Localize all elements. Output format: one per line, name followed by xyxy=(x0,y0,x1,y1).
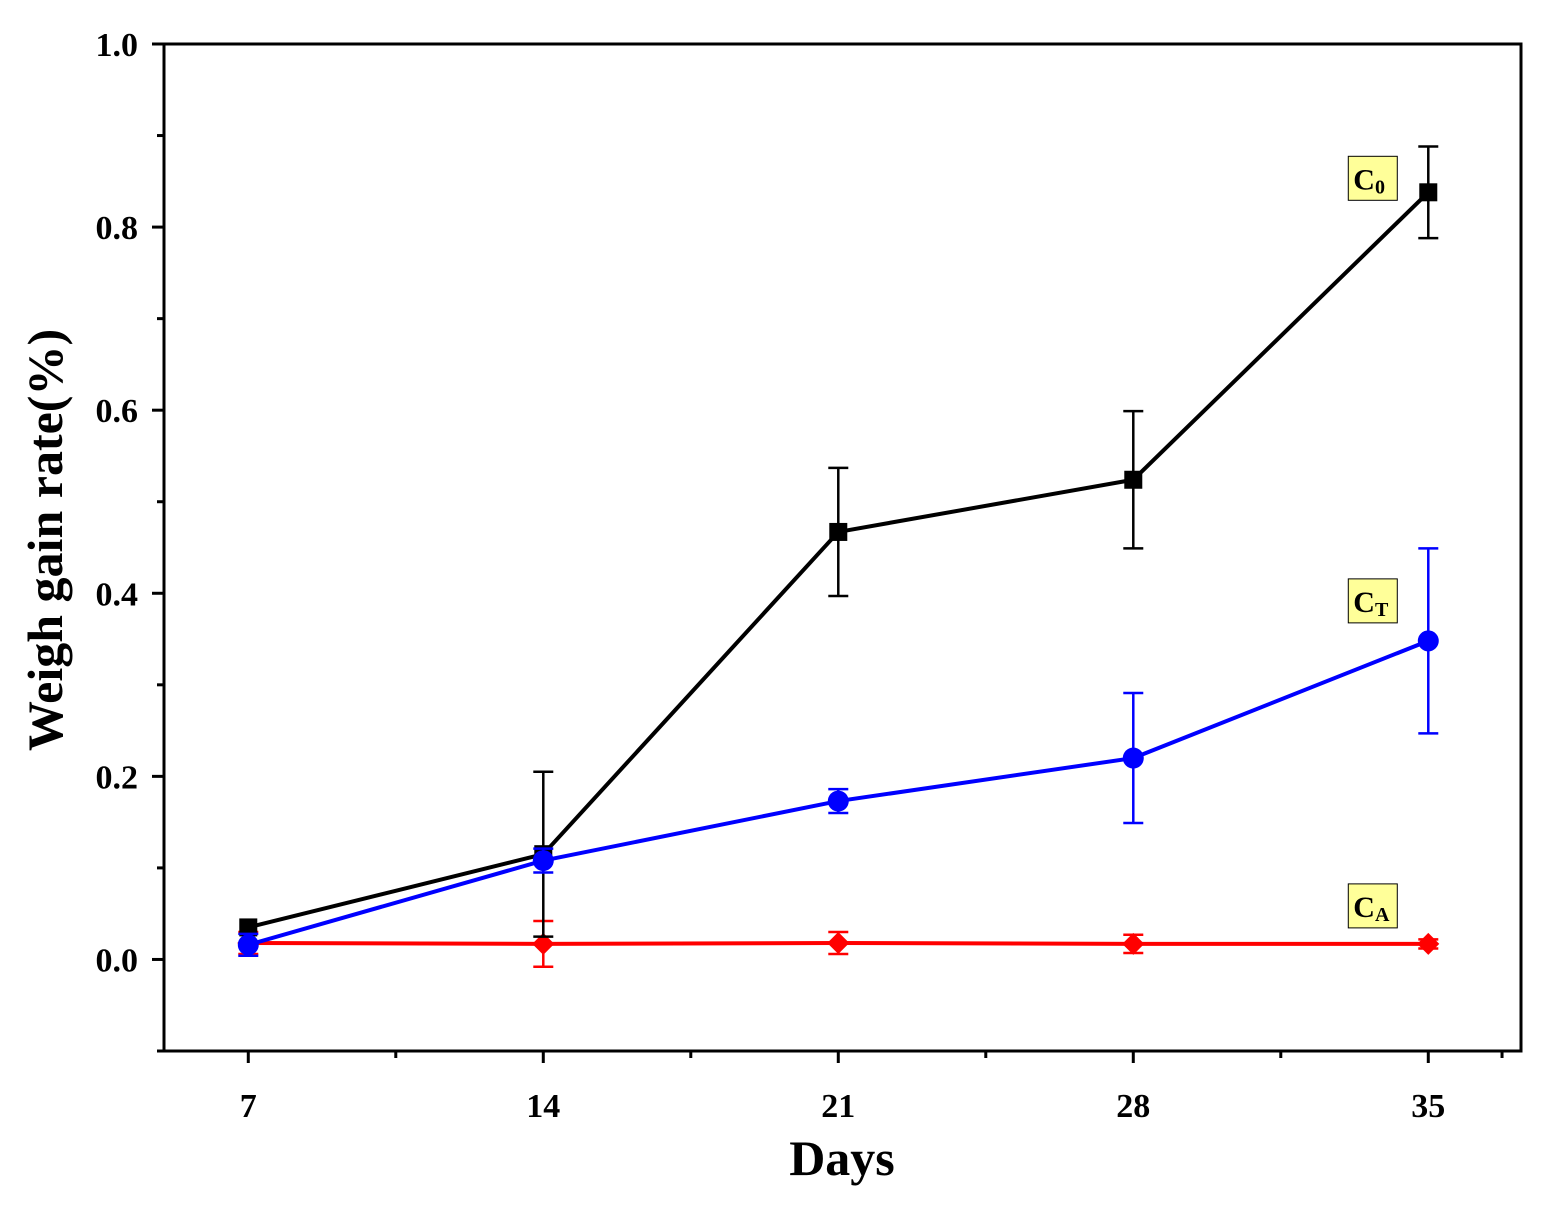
data-point-square xyxy=(1124,470,1143,489)
series-C0 xyxy=(239,145,1439,938)
series-layer xyxy=(237,145,1440,969)
data-point-circle xyxy=(532,850,554,872)
y-tick-label: 0.4 xyxy=(96,576,139,613)
plot-frame xyxy=(162,42,1523,1053)
series-label-CA: CA xyxy=(1347,883,1398,929)
data-point-circle xyxy=(827,790,849,812)
series-label-sub: 0 xyxy=(1375,176,1385,198)
data-point-circle xyxy=(1417,630,1439,652)
series-label-C0: C0 xyxy=(1347,155,1398,201)
data-point-square xyxy=(829,522,848,541)
x-tick-label: 35 xyxy=(1411,1088,1445,1125)
data-point-circle xyxy=(237,934,259,956)
data-point-diamond xyxy=(532,932,555,955)
y-axis: 0.0 0.2 0.4 0.6 0.8 1.0 xyxy=(96,27,164,1053)
series-label-text: C0 xyxy=(1353,163,1385,198)
data-point-diamond xyxy=(1122,932,1145,955)
data-point-diamond xyxy=(1417,932,1440,955)
series-label-CT: CT xyxy=(1347,578,1398,624)
x-tick-label: 28 xyxy=(1116,1088,1150,1125)
series-CT xyxy=(237,547,1439,958)
data-point-circle xyxy=(1122,747,1144,769)
y-tick-label: 0.0 xyxy=(96,942,139,979)
x-tick-label: 14 xyxy=(526,1088,560,1125)
series-label-sub: A xyxy=(1375,904,1390,926)
y-tick-label: 0.6 xyxy=(96,393,139,430)
series-label-sub: T xyxy=(1375,599,1389,621)
data-point-square xyxy=(1419,183,1438,202)
series-label-text: CT xyxy=(1353,586,1389,621)
series-label-box xyxy=(1347,578,1398,624)
y-tick-label: 0.8 xyxy=(96,210,139,247)
x-tick-label: 21 xyxy=(821,1088,855,1125)
y-tick-label: 1.0 xyxy=(96,27,139,64)
series-CA xyxy=(237,919,1440,969)
series-label-box xyxy=(1347,155,1398,201)
x-tick-label: 7 xyxy=(240,1088,257,1125)
series-label-text: CA xyxy=(1353,891,1390,926)
y-axis-title: Weigh gain rate(%) xyxy=(17,329,73,751)
data-point-diamond xyxy=(827,931,850,954)
series-label-main: C xyxy=(1353,163,1375,196)
series-label-main: C xyxy=(1353,891,1375,924)
x-axis-title: Days xyxy=(789,1130,895,1186)
data-point-square xyxy=(239,918,258,937)
series-label-box xyxy=(1347,883,1398,929)
x-axis: 7 14 21 28 35 xyxy=(240,1051,1504,1125)
series-label-main: C xyxy=(1353,586,1375,619)
y-tick-label: 0.2 xyxy=(96,759,139,796)
